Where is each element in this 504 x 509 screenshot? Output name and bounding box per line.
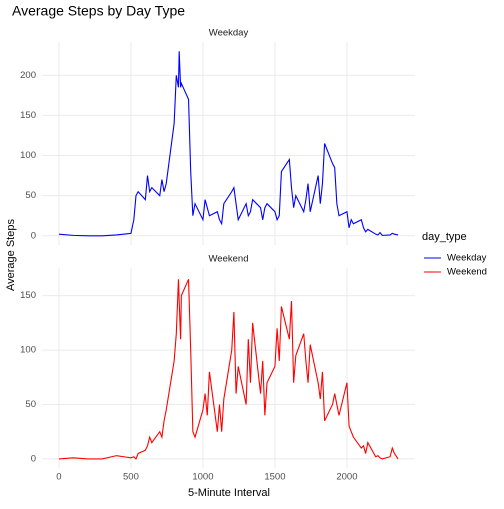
y-tick-label: 50	[25, 190, 36, 201]
y-tick-label: 0	[31, 453, 36, 464]
y-tick-label: 100	[20, 150, 36, 161]
legend-title: day_type	[422, 231, 467, 243]
y-axis-label: Average Steps	[5, 219, 17, 291]
facet-label: Weekday	[209, 28, 249, 39]
x-tick-label: 1500	[264, 472, 285, 483]
y-tick-label: 0	[31, 230, 36, 241]
x-tick-label: 2000	[336, 472, 357, 483]
y-tick-label: 150	[20, 110, 36, 121]
x-tick-label: 500	[123, 472, 139, 483]
legend-label: Weekday	[447, 253, 487, 264]
legend-label: Weekend	[447, 267, 487, 278]
x-tick-label: 0	[56, 472, 61, 483]
y-tick-label: 50	[25, 399, 36, 410]
y-tick-label: 150	[20, 290, 36, 301]
y-tick-label: 100	[20, 345, 36, 356]
y-tick-label: 200	[20, 70, 36, 81]
facet-label: Weekend	[209, 254, 249, 265]
x-axis-label: 5-Minute Interval	[188, 487, 270, 499]
data-line	[58, 279, 399, 460]
chart-title: Average Steps by Day Type	[12, 3, 185, 19]
x-tick-label: 1000	[192, 472, 213, 483]
data-line	[58, 51, 399, 237]
